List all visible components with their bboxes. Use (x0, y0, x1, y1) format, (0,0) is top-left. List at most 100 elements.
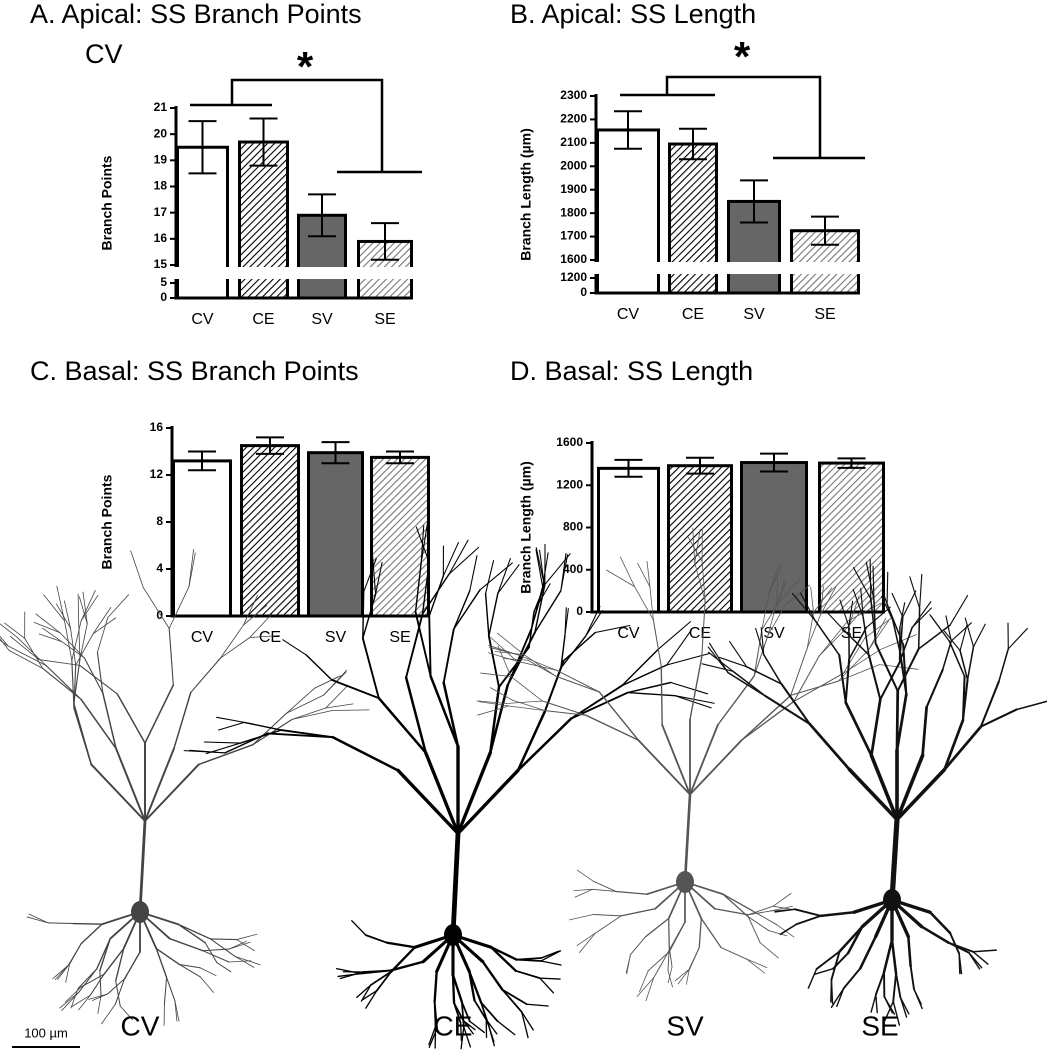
dendrite (690, 725, 718, 795)
bar (599, 468, 659, 612)
dendrite (210, 939, 236, 940)
y-tick-label: 20 (154, 126, 168, 140)
dendrite (973, 950, 996, 952)
dendrite (911, 966, 914, 989)
chart-title: D. Basal: SS Length (510, 356, 753, 386)
bar (309, 453, 363, 616)
x-tick-label: SV (743, 306, 765, 323)
dendrite (754, 635, 768, 676)
chart-title: A. Apical: SS Branch Points (30, 0, 362, 29)
dendrite (699, 919, 701, 948)
dendrite (108, 595, 129, 618)
axis-break (168, 267, 419, 279)
soma (676, 871, 694, 893)
dendrite (229, 961, 251, 962)
y-tick-label: 16 (154, 231, 168, 245)
dendrite (326, 704, 353, 708)
dendrite (516, 971, 540, 978)
apical-trunk (685, 795, 690, 883)
dendrite (366, 991, 377, 1008)
dendrite (654, 953, 668, 978)
y-tick-label: 19 (154, 153, 168, 167)
dendrite (766, 696, 810, 724)
y-tick-label: 2100 (560, 135, 587, 149)
dendrite (638, 740, 690, 794)
dendrite (315, 677, 339, 689)
y-tick-label: 0 (160, 290, 167, 304)
dendrite (846, 659, 849, 702)
dendrite (56, 604, 70, 628)
dendrite (579, 933, 595, 952)
dendrite (17, 637, 46, 665)
dendrite (529, 611, 534, 647)
dendrite (912, 602, 931, 628)
dendrite (143, 587, 169, 628)
dendrite (352, 921, 366, 935)
x-tick-label: SE (374, 311, 395, 328)
dendrite (723, 894, 748, 917)
y-axis-label: Branch Length (µm) (518, 128, 534, 261)
dendrite (540, 978, 554, 993)
dendrite (200, 977, 213, 993)
dendrite (68, 944, 81, 966)
y-tick-label: 12 (150, 467, 164, 481)
x-tick-label: CV (617, 306, 640, 323)
dendrite (453, 975, 454, 1003)
dendrite (628, 693, 675, 696)
dendrite (960, 625, 967, 651)
dendrite (723, 894, 753, 911)
dendrite (773, 893, 791, 906)
x-tick-label: SV (311, 311, 333, 328)
dendrite (728, 673, 766, 697)
dendrite (217, 717, 245, 722)
dendrite (398, 770, 458, 833)
dendrite (593, 914, 621, 915)
y-tick-label: 18 (154, 179, 168, 193)
dendrite (178, 924, 205, 942)
dendrite (125, 952, 140, 979)
dendrite (97, 617, 107, 652)
dendrite (646, 978, 654, 1001)
dendrite (332, 710, 369, 711)
dendrite (93, 618, 116, 634)
dendrite (221, 638, 250, 659)
y-tick-label: 17 (154, 205, 168, 219)
dendrite (518, 718, 571, 770)
dendrite (951, 623, 971, 641)
dendrite (965, 618, 973, 647)
dendrite (73, 924, 102, 925)
dendrite (200, 968, 216, 976)
dendrite (843, 638, 864, 673)
bar (742, 463, 807, 612)
dendrite (892, 940, 896, 973)
dendrite (815, 621, 839, 655)
neuron (0, 549, 369, 1025)
dendrite (100, 971, 101, 996)
dendrite (90, 974, 104, 995)
dendrite (429, 576, 443, 616)
x-tick-label: CV (191, 629, 214, 646)
dendrite (781, 684, 809, 724)
dendrite (116, 749, 145, 821)
dendrite (791, 648, 808, 695)
dendrite (517, 960, 541, 961)
dendrite (306, 655, 332, 680)
dendrite (0, 616, 17, 637)
y-tick-label: 16 (150, 420, 164, 434)
dendrite (366, 935, 387, 943)
dendrite (586, 715, 638, 740)
dendrite (831, 980, 832, 1004)
bar (669, 466, 732, 612)
y-tick-label: 1200 (556, 477, 583, 491)
dendrite (950, 595, 968, 625)
dendrite (80, 624, 87, 659)
chart-title: C. Basal: SS Branch Points (30, 356, 359, 386)
y-tick-label: 0 (576, 604, 583, 618)
dendrite (48, 923, 73, 924)
y-axis-label: Branch Length (µm) (518, 461, 534, 594)
dendrite (923, 707, 927, 755)
dendrite (849, 769, 897, 819)
dendrite (97, 939, 110, 969)
dendrite (240, 730, 281, 743)
dendrite (662, 725, 690, 795)
